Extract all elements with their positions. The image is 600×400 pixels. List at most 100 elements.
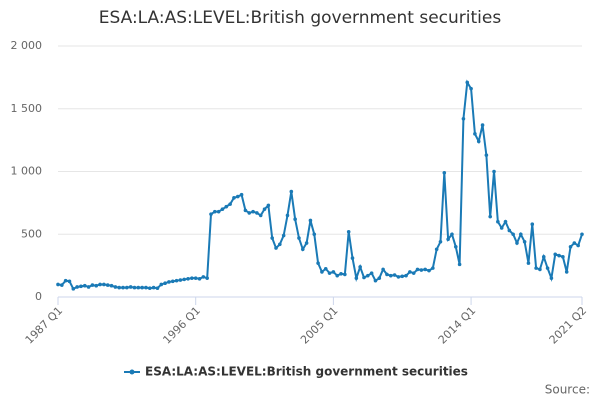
point <box>377 276 382 280</box>
point <box>419 268 424 272</box>
point <box>193 276 198 280</box>
legend-label: ESA:LA:AS:LEVEL:British government secur… <box>145 365 468 379</box>
point <box>327 271 332 275</box>
point <box>281 233 286 238</box>
point <box>522 239 527 244</box>
legend-marker <box>129 369 135 375</box>
point <box>316 261 320 265</box>
point <box>266 203 271 208</box>
point <box>400 274 405 279</box>
point <box>507 228 512 233</box>
point <box>492 169 496 174</box>
point <box>201 275 206 279</box>
point <box>411 271 416 275</box>
point <box>461 116 466 121</box>
chart-title: ESA:LA:AS:LEVEL:British government secur… <box>99 8 502 28</box>
point <box>473 132 477 136</box>
point <box>151 285 156 290</box>
x-tick-label: 2021 Q2 <box>547 304 590 347</box>
point <box>350 256 355 260</box>
point <box>117 285 121 290</box>
point <box>488 214 493 219</box>
point <box>251 209 255 214</box>
point <box>323 266 328 271</box>
point <box>576 243 580 248</box>
point <box>121 285 125 290</box>
point <box>346 229 351 234</box>
point <box>255 211 259 215</box>
point <box>304 241 309 245</box>
point <box>580 232 584 237</box>
point <box>167 280 171 284</box>
x-tick-label: 2005 Q1 <box>298 304 341 347</box>
point <box>67 279 72 284</box>
point <box>125 285 129 290</box>
point <box>568 245 573 249</box>
point <box>385 272 389 277</box>
point <box>94 283 99 288</box>
point <box>453 245 458 249</box>
point <box>102 282 106 287</box>
point <box>300 247 305 252</box>
x-tick-label: 1987 Q1 <box>23 304 66 347</box>
point <box>339 271 343 276</box>
point <box>285 213 290 218</box>
point <box>159 282 164 287</box>
point <box>457 262 462 267</box>
point <box>423 267 427 272</box>
point <box>465 80 470 85</box>
point <box>278 242 282 247</box>
point <box>197 277 202 281</box>
point <box>369 271 374 275</box>
point <box>534 266 538 270</box>
point <box>427 268 431 273</box>
point <box>354 276 359 280</box>
point <box>209 212 213 216</box>
point <box>335 273 340 278</box>
point <box>564 270 569 274</box>
point <box>366 273 370 278</box>
point <box>484 153 489 157</box>
point <box>105 283 110 287</box>
point <box>205 276 209 280</box>
point <box>538 267 542 272</box>
point <box>274 246 278 250</box>
point <box>557 253 561 258</box>
point <box>530 222 535 227</box>
point <box>170 279 175 284</box>
point <box>373 278 378 283</box>
point <box>144 285 148 290</box>
point <box>262 207 267 211</box>
point <box>235 194 240 199</box>
point <box>519 232 523 237</box>
point <box>362 275 366 280</box>
point <box>480 123 485 127</box>
point <box>86 285 91 289</box>
point <box>331 270 336 274</box>
point <box>511 232 515 237</box>
point <box>293 217 297 221</box>
point <box>239 192 244 197</box>
y-tick-label: 0 <box>35 290 42 303</box>
point <box>71 287 76 291</box>
point <box>147 286 152 291</box>
point <box>553 252 558 257</box>
point <box>140 285 144 290</box>
point <box>404 273 408 278</box>
point <box>541 255 546 259</box>
point <box>469 86 473 91</box>
point <box>450 232 454 237</box>
point <box>60 283 64 287</box>
point <box>499 226 504 230</box>
point <box>415 267 420 272</box>
point <box>312 232 317 237</box>
point <box>63 278 68 283</box>
point <box>109 283 114 288</box>
point <box>258 213 263 218</box>
point <box>545 266 550 270</box>
point <box>358 265 362 269</box>
point <box>174 278 179 283</box>
series-line <box>57 79 583 291</box>
y-tick-label: 500 <box>21 227 42 240</box>
point <box>113 285 118 289</box>
